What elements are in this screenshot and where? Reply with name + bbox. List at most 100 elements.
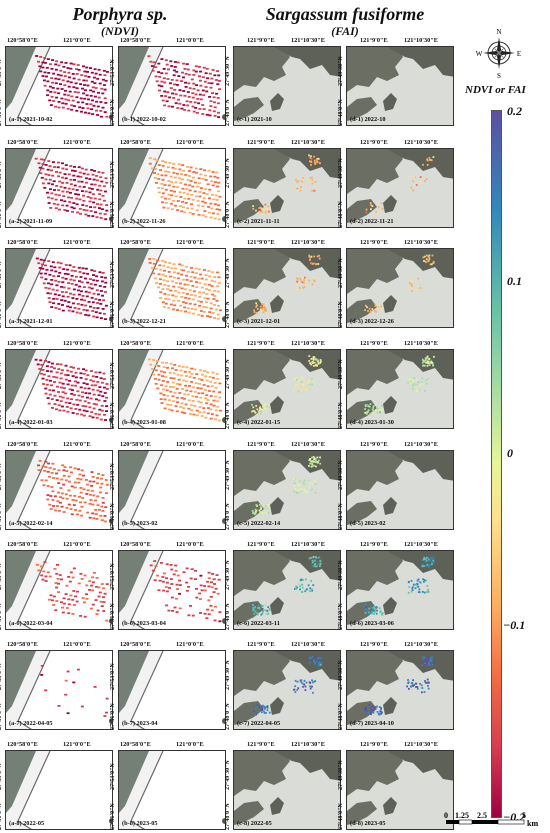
coastline (130, 651, 164, 729)
farm-pixel (93, 686, 97, 688)
farm-pixel (191, 96, 195, 99)
farm-pixel (64, 164, 68, 166)
farm-pixel (77, 193, 80, 196)
farm-pixel (206, 385, 210, 388)
farm-pixel (161, 201, 164, 204)
farm-pixel (70, 206, 74, 209)
farm-pixel (162, 589, 166, 592)
farm-pixel (45, 268, 49, 271)
seaweed-pixel (296, 492, 299, 494)
farm-pixel (176, 200, 180, 202)
farm-pixel (191, 298, 195, 301)
farm-pixel (93, 206, 97, 209)
farm-pixel (105, 396, 108, 399)
farm-pixel (173, 83, 176, 86)
farm-pixel (206, 77, 210, 80)
farm-pixel (79, 501, 82, 504)
lon-tick-label: 120°58'0"E (7, 239, 38, 246)
seaweed-pixel (313, 356, 316, 359)
seaweed-pixel (314, 659, 316, 662)
farm-pixel (90, 80, 94, 83)
farm-pixel (72, 567, 76, 570)
farm-pixel (159, 398, 163, 400)
farm-pixel (168, 587, 171, 589)
seaweed-pixel (422, 578, 424, 581)
farm-pixel (200, 373, 204, 376)
farm-pixel (84, 405, 88, 408)
farm-pixel (207, 577, 211, 580)
seaweed-pixel (313, 161, 316, 164)
map-image (6, 651, 112, 729)
farm-pixel (201, 205, 205, 208)
farm-pixel (199, 273, 203, 276)
farm-pixel (104, 506, 108, 509)
farm-pixel (176, 574, 180, 577)
farm-pixel (41, 369, 45, 371)
farm-pixel (180, 374, 184, 377)
farm-pixel (175, 611, 179, 613)
farm-pixel (172, 573, 176, 576)
seaweed-pixel (418, 388, 421, 391)
island (109, 618, 112, 624)
farm-pixel (54, 279, 58, 282)
seaweed-pixel (417, 381, 420, 384)
farm-pixel (208, 96, 212, 98)
farm-pixel (205, 617, 209, 620)
farm-pixel (46, 485, 50, 487)
farm-pixel (48, 63, 52, 66)
panel-label: (d-3) 2022-12-26 (350, 318, 394, 325)
farm-pixel (83, 615, 87, 618)
farm-pixel (96, 482, 99, 485)
seaweed-pixel (311, 482, 314, 485)
farm-pixel (198, 598, 202, 600)
seaweed-pixel (313, 659, 315, 662)
seaweed-pixel (375, 409, 377, 412)
farm-pixel (41, 182, 45, 185)
colorbar-tick-0: 0 (507, 446, 513, 460)
seaweed-pixel (296, 689, 299, 691)
map-image (6, 451, 112, 529)
farm-pixel (73, 380, 77, 383)
farm-pixel (61, 464, 65, 467)
farm-pixel (84, 190, 88, 193)
farm-pixel (203, 612, 207, 615)
seaweed-pixel (365, 706, 367, 709)
seaweed-pixel (265, 706, 268, 708)
farm-pixel (182, 90, 186, 92)
farm-pixel (160, 85, 164, 88)
farm-pixel (186, 104, 190, 107)
farm-pixel (102, 372, 106, 375)
seaweed-pixel (310, 255, 313, 258)
farm-pixel (95, 376, 99, 378)
farm-pixel (37, 162, 41, 165)
seaweed-pixel (312, 357, 315, 360)
farm-pixel (83, 387, 87, 390)
farm-pixel (214, 79, 218, 81)
farm-pixel (163, 104, 167, 107)
farm-pixel (102, 610, 106, 612)
farm-pixel (52, 468, 56, 471)
lon-tick-label: 120°58'0"E (7, 441, 38, 448)
seaweed-pixel (253, 410, 256, 413)
farm-pixel (65, 584, 69, 587)
seaweed-pixel (379, 411, 381, 414)
farm-pixel (64, 392, 68, 395)
farm-pixel (198, 406, 202, 409)
farm-pixel (177, 286, 181, 289)
island-landmass (234, 801, 264, 825)
seaweed-pixel (415, 288, 418, 291)
farm-pixel (171, 367, 174, 370)
farm-pixel (189, 101, 193, 103)
farm-pixel (178, 89, 182, 91)
farm-pixel (47, 196, 50, 199)
farm-pixel (76, 175, 80, 178)
farm-pixel (169, 60, 173, 63)
seaweed-pixel (295, 491, 298, 494)
map-image (234, 651, 340, 729)
farm-pixel (103, 286, 107, 288)
farm-pixel (100, 519, 104, 522)
farm-pixel (164, 298, 168, 300)
farm-pixel (55, 171, 58, 173)
farm-pixel (50, 366, 54, 368)
farm-pixel (95, 179, 99, 182)
